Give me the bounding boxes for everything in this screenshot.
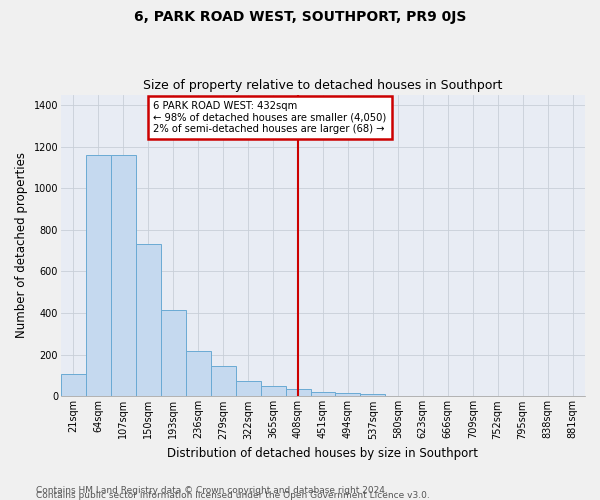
Text: Contains HM Land Registry data © Crown copyright and database right 2024.: Contains HM Land Registry data © Crown c… xyxy=(36,486,388,495)
Title: Size of property relative to detached houses in Southport: Size of property relative to detached ho… xyxy=(143,79,503,92)
Bar xyxy=(335,392,361,396)
Bar xyxy=(311,392,335,396)
Bar xyxy=(211,366,236,396)
Bar xyxy=(260,386,286,396)
Y-axis label: Number of detached properties: Number of detached properties xyxy=(15,152,28,338)
Text: Contains public sector information licensed under the Open Government Licence v3: Contains public sector information licen… xyxy=(36,491,430,500)
Bar xyxy=(361,394,385,396)
X-axis label: Distribution of detached houses by size in Southport: Distribution of detached houses by size … xyxy=(167,447,478,460)
Bar xyxy=(111,156,136,396)
Bar xyxy=(161,310,186,396)
Text: 6 PARK ROAD WEST: 432sqm
← 98% of detached houses are smaller (4,050)
2% of semi: 6 PARK ROAD WEST: 432sqm ← 98% of detach… xyxy=(153,101,386,134)
Bar xyxy=(286,389,311,396)
Bar xyxy=(236,382,260,396)
Bar xyxy=(136,244,161,396)
Bar xyxy=(86,156,111,396)
Bar xyxy=(61,374,86,396)
Text: 6, PARK ROAD WEST, SOUTHPORT, PR9 0JS: 6, PARK ROAD WEST, SOUTHPORT, PR9 0JS xyxy=(134,10,466,24)
Bar xyxy=(186,351,211,397)
